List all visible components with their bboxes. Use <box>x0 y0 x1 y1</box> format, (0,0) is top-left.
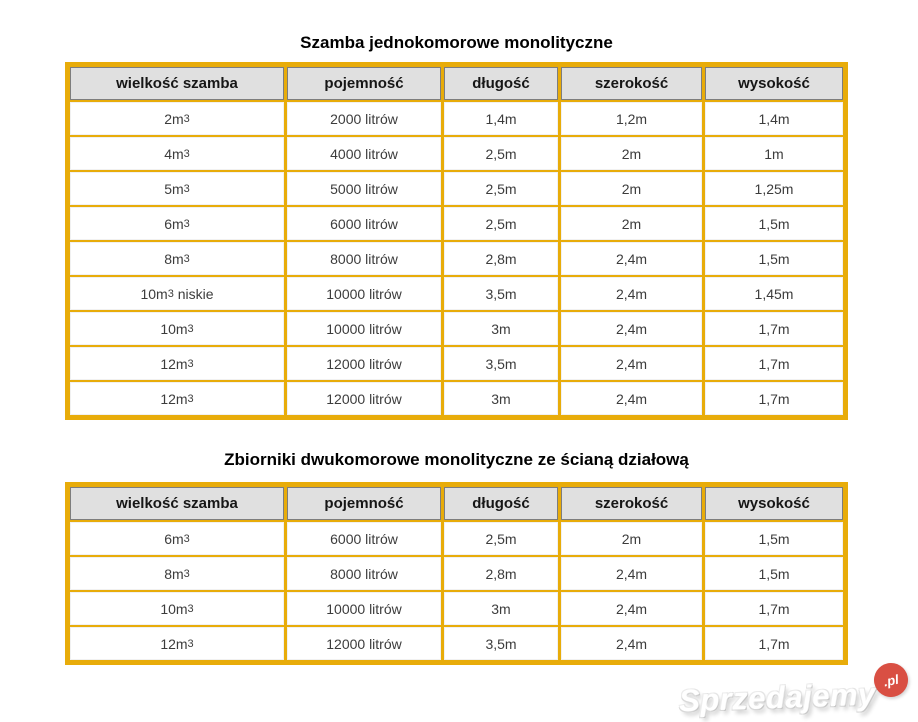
size-value: 12m <box>160 635 188 652</box>
table-cell: 2,4m <box>561 347 702 380</box>
table-cell-size: 10m 3 niskie <box>70 277 284 310</box>
table-cell: 2,4m <box>561 627 702 660</box>
table-cell: 1,4m <box>444 102 558 135</box>
table-cell: 3m <box>444 592 558 625</box>
table-cell: 1,25m <box>705 172 843 205</box>
table-cell: 4000 litrów <box>287 137 441 170</box>
table-cell: 1,5m <box>705 557 843 590</box>
table-zbiorniki-dwukomorowe: wielkość szamba pojemność długość szerok… <box>65 482 848 665</box>
table-cell: 3,5m <box>444 277 558 310</box>
table-cell-size: 6m 3 <box>70 522 284 555</box>
table-cell: 3,5m <box>444 347 558 380</box>
header-cell: wielkość szamba <box>70 67 284 100</box>
table-cell: 2000 litrów <box>287 102 441 135</box>
table-cell: 2,4m <box>561 277 702 310</box>
size-value: 10m <box>160 320 188 337</box>
table-cell: 2,5m <box>444 207 558 240</box>
size-value: 10m <box>140 285 168 302</box>
table-cell-size: 8m 3 <box>70 557 284 590</box>
table-cell: 3,5m <box>444 627 558 660</box>
table-cell-size: 12m 3 <box>70 382 284 415</box>
table-cell: 1,2m <box>561 102 702 135</box>
table-cell: 1,7m <box>705 382 843 415</box>
header-cell: wielkość szamba <box>70 487 284 520</box>
table-cell: 2m <box>561 172 702 205</box>
watermark-pl-badge-icon: .pl <box>870 659 912 701</box>
size-value: 8m <box>164 250 184 267</box>
table-cell-size: 5m 3 <box>70 172 284 205</box>
table-cell: 2,4m <box>561 242 702 275</box>
table-cell: 12000 litrów <box>287 347 441 380</box>
table-cell: 1,5m <box>705 242 843 275</box>
table-cell: 10000 litrów <box>287 592 441 625</box>
table-cell-size: 2m 3 <box>70 102 284 135</box>
table-cell: 2,5m <box>444 522 558 555</box>
header-cell: szerokość <box>561 487 702 520</box>
table-cell: 1,45m <box>705 277 843 310</box>
size-value: 4m <box>164 145 184 162</box>
size-value: 12m <box>160 390 188 407</box>
size-suffix: niskie <box>173 285 214 302</box>
header-cell: wysokość <box>705 67 843 100</box>
table-cell: 3m <box>444 382 558 415</box>
size-value: 5m <box>164 180 184 197</box>
table-cell-size: 12m 3 <box>70 347 284 380</box>
size-value: 8m <box>164 565 184 582</box>
table-cell: 6000 litrów <box>287 522 441 555</box>
table-cell: 2m <box>561 137 702 170</box>
table-cell: 2,8m <box>444 242 558 275</box>
table-cell-size: 8m 3 <box>70 242 284 275</box>
table-cell-size: 6m 3 <box>70 207 284 240</box>
table-cell: 2,4m <box>561 382 702 415</box>
table-cell: 12000 litrów <box>287 627 441 660</box>
size-value: 2m <box>164 110 184 127</box>
header-cell: wysokość <box>705 487 843 520</box>
table-cell: 5000 litrów <box>287 172 441 205</box>
watermark: Sprzedajemy .pl <box>678 650 918 722</box>
watermark-brand-text: Sprzedajemy <box>678 676 877 719</box>
table-cell: 10000 litrów <box>287 277 441 310</box>
table-cell: 8000 litrów <box>287 557 441 590</box>
table-cell: 1,7m <box>705 592 843 625</box>
table-cell-size: 12m 3 <box>70 627 284 660</box>
table-cell: 1,7m <box>705 627 843 660</box>
size-value: 10m <box>160 600 188 617</box>
table-cell: 1,7m <box>705 347 843 380</box>
table-cell: 2,5m <box>444 137 558 170</box>
table-cell-size: 4m 3 <box>70 137 284 170</box>
table-cell: 8000 litrów <box>287 242 441 275</box>
table-cell: 2m <box>561 522 702 555</box>
table-cell: 1,5m <box>705 522 843 555</box>
table-cell-size: 10m 3 <box>70 312 284 345</box>
header-cell: pojemność <box>287 67 441 100</box>
table-cell: 1,4m <box>705 102 843 135</box>
size-value: 6m <box>164 215 184 232</box>
table-cell: 6000 litrów <box>287 207 441 240</box>
table-cell: 3m <box>444 312 558 345</box>
table-cell: 2,4m <box>561 557 702 590</box>
table-cell-size: 10m 3 <box>70 592 284 625</box>
table-cell: 2,4m <box>561 312 702 345</box>
header-cell: pojemność <box>287 487 441 520</box>
header-cell: długość <box>444 67 558 100</box>
table-title-1: Szamba jednokomorowe monolityczne <box>300 33 613 52</box>
table-cell: 2,5m <box>444 172 558 205</box>
table-cell: 2,8m <box>444 557 558 590</box>
table-cell: 10000 litrów <box>287 312 441 345</box>
table-cell: 2m <box>561 207 702 240</box>
header-cell: szerokość <box>561 67 702 100</box>
size-value: 6m <box>164 530 184 547</box>
table-cell: 1,5m <box>705 207 843 240</box>
table-szamba-jednokomorowe: wielkość szamba pojemność długość szerok… <box>65 62 848 420</box>
table-cell: 1,7m <box>705 312 843 345</box>
size-value: 12m <box>160 355 188 372</box>
header-cell: długość <box>444 487 558 520</box>
table-cell: 12000 litrów <box>287 382 441 415</box>
table-cell: 1m <box>705 137 843 170</box>
table-title-2: Zbiorniki dwukomorowe monolityczne ze śc… <box>224 450 689 469</box>
table-cell: 2,4m <box>561 592 702 625</box>
